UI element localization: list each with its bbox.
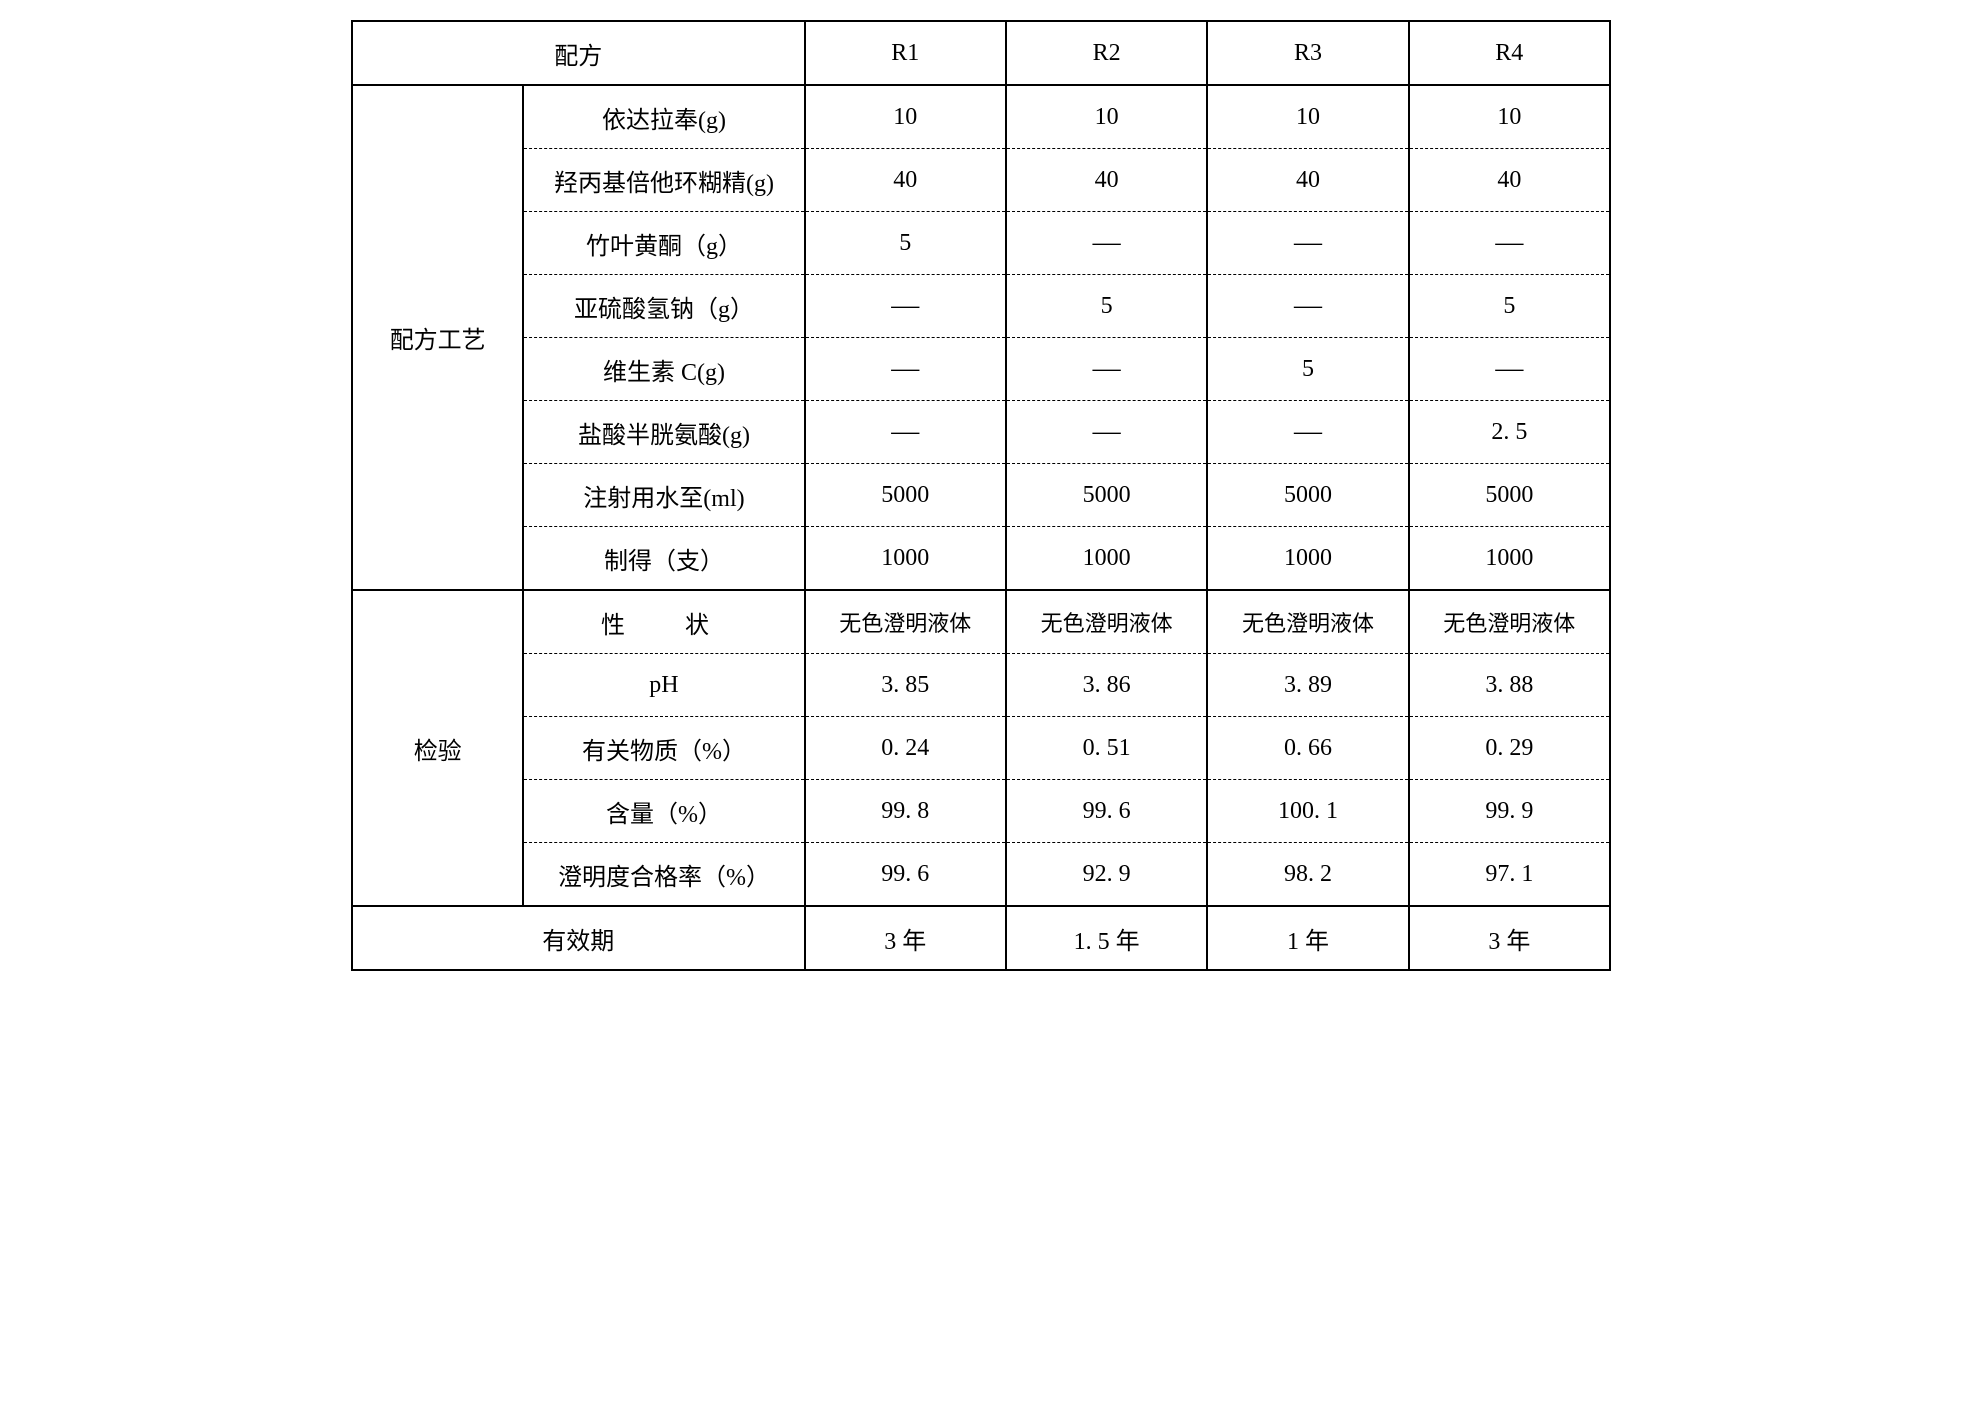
cell: 10	[1006, 85, 1207, 149]
cell: 无色澄明液体	[1207, 590, 1408, 654]
cell: —	[805, 338, 1006, 401]
cell: 40	[1207, 149, 1408, 212]
cell: 5	[1409, 275, 1610, 338]
formulation-table: 配方 R1 R2 R3 R4 配方工艺 依达拉奉(g) 10 10 10 10 …	[351, 20, 1611, 971]
cell: 3 年	[805, 906, 1006, 970]
formulation-row-3: 亚硫酸氢钠（g） — 5 — 5	[352, 275, 1610, 338]
formulation-row-7: 制得（支） 1000 1000 1000 1000	[352, 527, 1610, 591]
formulation-row-4: 维生素 C(g) — — 5 —	[352, 338, 1610, 401]
cell: 99. 6	[1006, 780, 1207, 843]
cell: 制得（支）	[523, 527, 804, 591]
cell: 0. 51	[1006, 717, 1207, 780]
cell: 羟丙基倍他环糊精(g)	[523, 149, 804, 212]
cell: —	[1207, 212, 1408, 275]
inspection-row-4: 澄明度合格率（%） 99. 6 92. 9 98. 2 97. 1	[352, 843, 1610, 907]
cell: 无色澄明液体	[1409, 590, 1610, 654]
cell: —	[1207, 401, 1408, 464]
cell: 1000	[1409, 527, 1610, 591]
formulation-row-1: 羟丙基倍他环糊精(g) 40 40 40 40	[352, 149, 1610, 212]
cell: 10	[805, 85, 1006, 149]
cell: 无色澄明液体	[1006, 590, 1207, 654]
cell: 依达拉奉(g)	[523, 85, 804, 149]
cell: 3 年	[1409, 906, 1610, 970]
header-r4: R4	[1409, 21, 1610, 85]
cell: 盐酸半胱氨酸(g)	[523, 401, 804, 464]
cell: 40	[1409, 149, 1610, 212]
cell: —	[1006, 338, 1207, 401]
cell: 98. 2	[1207, 843, 1408, 907]
formulation-row-5: 盐酸半胱氨酸(g) — — — 2. 5	[352, 401, 1610, 464]
header-r1: R1	[805, 21, 1006, 85]
inspection-label: 检验	[352, 590, 523, 906]
formulation-row-0: 配方工艺 依达拉奉(g) 10 10 10 10	[352, 85, 1610, 149]
inspection-row-3: 含量（%） 99. 8 99. 6 100. 1 99. 9	[352, 780, 1610, 843]
cell: 5	[1207, 338, 1408, 401]
cell: 有关物质（%）	[523, 717, 804, 780]
cell: 无色澄明液体	[805, 590, 1006, 654]
inspection-row-1: pH 3. 85 3. 86 3. 89 3. 88	[352, 654, 1610, 717]
cell: 5000	[1207, 464, 1408, 527]
cell: 2. 5	[1409, 401, 1610, 464]
cell: pH	[523, 654, 804, 717]
cell: 3. 86	[1006, 654, 1207, 717]
cell: 含量（%）	[523, 780, 804, 843]
cell: 92. 9	[1006, 843, 1207, 907]
appearance-label: 性 状	[601, 613, 727, 639]
cell: 5000	[1409, 464, 1610, 527]
inspection-row-0: 检验 性 状 无色澄明液体 无色澄明液体 无色澄明液体 无色澄明液体	[352, 590, 1610, 654]
cell: 性 状	[523, 590, 804, 654]
cell: 1000	[1207, 527, 1408, 591]
cell: 1 年	[1207, 906, 1408, 970]
cell: 10	[1409, 85, 1610, 149]
cell: —	[805, 401, 1006, 464]
cell: 100. 1	[1207, 780, 1408, 843]
cell: —	[1207, 275, 1408, 338]
cell: 维生素 C(g)	[523, 338, 804, 401]
cell: 澄明度合格率（%）	[523, 843, 804, 907]
cell: 3. 85	[805, 654, 1006, 717]
cell: 5000	[805, 464, 1006, 527]
cell: 5	[805, 212, 1006, 275]
shelf-life-label: 有效期	[352, 906, 805, 970]
cell: 竹叶黄酮（g）	[523, 212, 804, 275]
cell: 0. 66	[1207, 717, 1408, 780]
cell: 3. 89	[1207, 654, 1408, 717]
header-formulation: 配方	[352, 21, 805, 85]
formulation-row-6: 注射用水至(ml) 5000 5000 5000 5000	[352, 464, 1610, 527]
header-r3: R3	[1207, 21, 1408, 85]
cell: 40	[805, 149, 1006, 212]
formulation-row-2: 竹叶黄酮（g） 5 — — —	[352, 212, 1610, 275]
cell: 1000	[805, 527, 1006, 591]
cell: 5	[1006, 275, 1207, 338]
cell: 40	[1006, 149, 1207, 212]
cell: 10	[1207, 85, 1408, 149]
cell: —	[805, 275, 1006, 338]
cell: 亚硫酸氢钠（g）	[523, 275, 804, 338]
header-r2: R2	[1006, 21, 1207, 85]
cell: —	[1006, 212, 1207, 275]
cell: 99. 8	[805, 780, 1006, 843]
inspection-row-2: 有关物质（%） 0. 24 0. 51 0. 66 0. 29	[352, 717, 1610, 780]
cell: 注射用水至(ml)	[523, 464, 804, 527]
cell: —	[1409, 338, 1610, 401]
cell: 1000	[1006, 527, 1207, 591]
cell: 1. 5 年	[1006, 906, 1207, 970]
shelf-life-row: 有效期 3 年 1. 5 年 1 年 3 年	[352, 906, 1610, 970]
cell: 99. 9	[1409, 780, 1610, 843]
cell: 0. 24	[805, 717, 1006, 780]
cell: 99. 6	[805, 843, 1006, 907]
cell: 3. 88	[1409, 654, 1610, 717]
formulation-label: 配方工艺	[352, 85, 523, 590]
cell: 0. 29	[1409, 717, 1610, 780]
header-row: 配方 R1 R2 R3 R4	[352, 21, 1610, 85]
cell: —	[1409, 212, 1610, 275]
cell: 97. 1	[1409, 843, 1610, 907]
cell: —	[1006, 401, 1207, 464]
cell: 5000	[1006, 464, 1207, 527]
